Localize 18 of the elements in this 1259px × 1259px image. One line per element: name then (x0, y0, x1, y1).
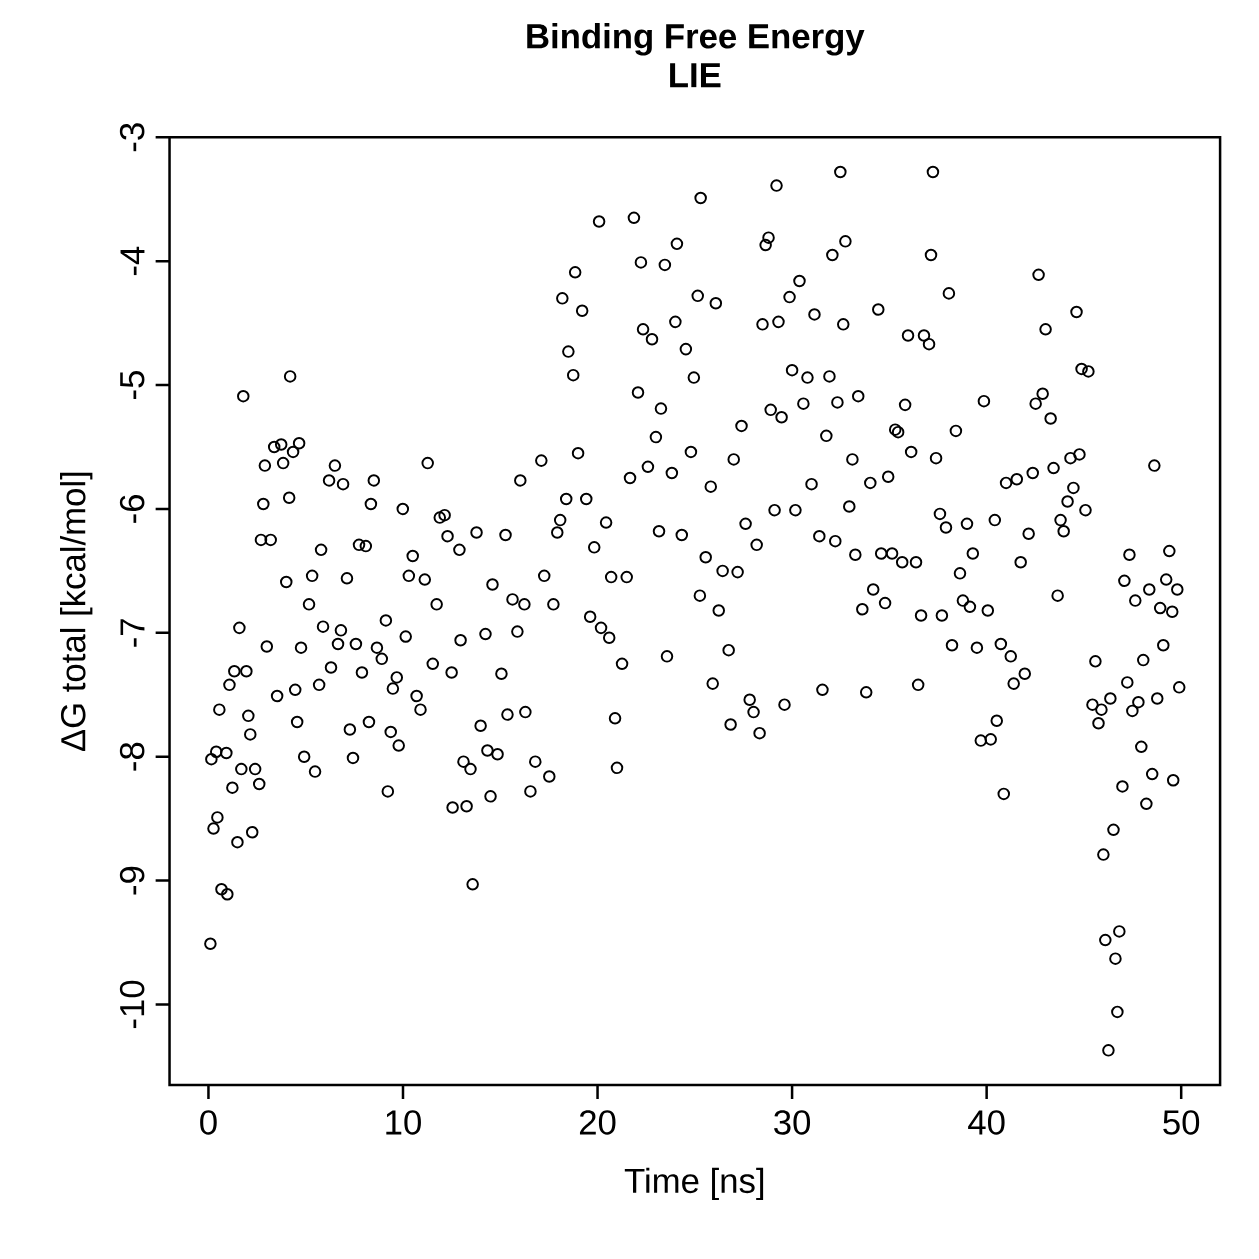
chart-subtitle: LIE (670, 63, 721, 88)
x-tick-label: 10 (386, 1110, 421, 1135)
x-tick-label: 20 (579, 1110, 616, 1135)
x-tick-label: 40 (968, 1110, 1005, 1135)
y-axis-title: ΔG total [kcal/mol] (60, 472, 93, 752)
chart-title: Binding Free Energy (527, 23, 865, 56)
y-tick-label: -6 (119, 495, 145, 523)
y-tick-label: -5 (120, 371, 145, 399)
x-tick-label: 50 (1163, 1110, 1200, 1135)
y-tick-label: -8 (119, 742, 145, 771)
y-tick-label: -7 (120, 619, 145, 647)
y-tick-label: -10 (119, 980, 145, 1029)
y-tick-label: -9 (119, 866, 145, 895)
y-tick-label: -4 (120, 246, 145, 276)
x-axis-title: Time [ns] (624, 1167, 764, 1201)
x-tick-label: 30 (774, 1110, 811, 1135)
y-tick-label: -3 (119, 123, 145, 152)
x-tick-label: 0 (200, 1110, 217, 1135)
